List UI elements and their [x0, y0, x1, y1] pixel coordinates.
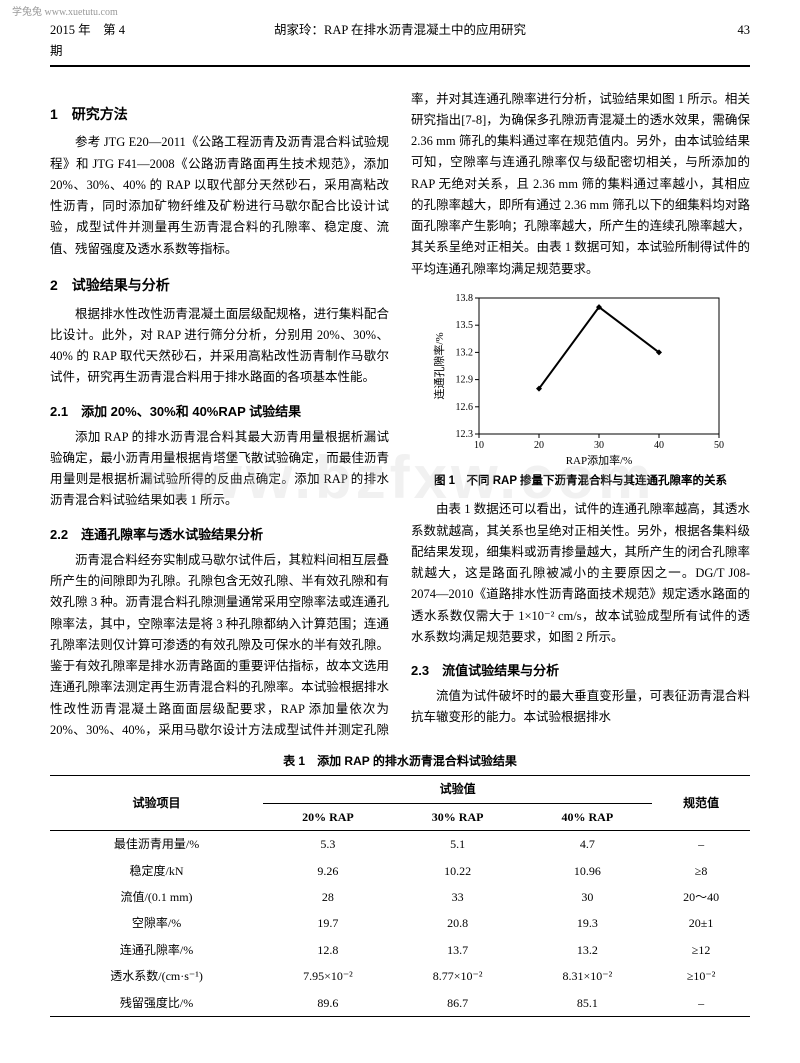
svg-text:13.8: 13.8	[455, 293, 473, 304]
table-row: 连通孔隙率/%12.813.713.2≥12	[50, 937, 750, 963]
section-2-3-para: 流值为试件破坏时的最大垂直变形量，可表征沥青混合料抗车辙变形的能力。本试验根据排…	[411, 686, 750, 729]
svg-text:30: 30	[594, 440, 604, 451]
table-row: 最佳沥青用量/%5.35.14.7–	[50, 831, 750, 858]
svg-text:10: 10	[474, 440, 484, 451]
table-col-40: 40% RAP	[522, 803, 652, 830]
section-1-para: 参考 JTG E20—2011《公路工程沥青及沥青混合料试验规程》和 JTG F…	[50, 132, 389, 260]
table-row: 残留强度比/%89.686.785.1–	[50, 990, 750, 1017]
section-2-1-para: 添加 RAP 的排水沥青混合料其最大沥青用量根据析漏试验确定，最小沥青用量根据肯…	[50, 427, 389, 512]
header-left: 2015 年 第 4 期	[50, 20, 130, 63]
watermark-top: 学兔兔 www.xuetutu.com	[12, 4, 118, 21]
table-col-values: 试验值	[263, 776, 652, 803]
table-col-30: 30% RAP	[393, 803, 523, 830]
table-row: 稳定度/kN9.2610.2210.96≥8	[50, 858, 750, 884]
svg-text:50: 50	[714, 440, 724, 451]
table-col-item: 试验项目	[50, 776, 263, 831]
header-center: 胡家玲：RAP 在排水沥青混凝土中的应用研究	[130, 20, 670, 63]
figure-1-caption: 图 1 不同 RAP 掺量下沥青混合料与其连通孔隙率的关系	[411, 472, 750, 492]
section-2-heading: 2 试验结果与分析	[50, 274, 389, 298]
svg-text:12.3: 12.3	[455, 429, 473, 440]
svg-text:连通孔隙率/%: 连通孔隙率/%	[432, 332, 446, 399]
svg-text:40: 40	[654, 440, 664, 451]
svg-text:12.9: 12.9	[455, 374, 473, 385]
table-col-20: 20% RAP	[263, 803, 393, 830]
figure-1: 10 20 30 40 50 12.3 12.6 12.9 13.2 13.5 13.8 RAP添加率…	[411, 288, 750, 492]
page-header: 2015 年 第 4 期 胡家玲：RAP 在排水沥青混凝土中的应用研究 43	[50, 20, 750, 67]
table-row: 空隙率/%19.720.819.320±1	[50, 910, 750, 936]
section-2-para: 根据排水性改性沥青混凝土面层级配规格，进行集料配合比设计。此外，对 RAP 进行…	[50, 304, 389, 389]
chart-svg: 10 20 30 40 50 12.3 12.6 12.9 13.2 13.5 13.8 RAP添加率…	[431, 288, 731, 468]
section-2-3-heading: 2.3 流值试验结果与分析	[411, 660, 750, 682]
table-row: 透水系数/(cm·s⁻¹)7.95×10⁻²8.77×10⁻²8.31×10⁻²…	[50, 963, 750, 989]
table-col-spec: 规范值	[652, 776, 750, 831]
svg-text:20: 20	[534, 440, 544, 451]
svg-text:13.2: 13.2	[455, 347, 473, 358]
table-1: 试验项目 试验值 规范值 20% RAP 30% RAP 40% RAP 最佳沥…	[50, 775, 750, 1017]
section-1-heading: 1 研究方法	[50, 103, 389, 127]
section-2-2-heading: 2.2 连通孔隙率与透水试验结果分析	[50, 524, 389, 546]
svg-text:13.5: 13.5	[455, 320, 473, 331]
header-right: 43	[670, 20, 750, 63]
table-1-title: 表 1 添加 RAP 的排水沥青混合料试验结果	[50, 751, 750, 771]
table-row: 流值/(0.1 mm)28333020～40	[50, 884, 750, 910]
section-2-1-heading: 2.1 添加 20%、30%和 40%RAP 试验结果	[50, 401, 389, 423]
section-2-2-para3: 由表 1 数据还可以看出，试件的连通孔隙率越高，其透水系数就越高，其关系也呈绝对…	[411, 499, 750, 648]
svg-text:12.6: 12.6	[455, 402, 473, 413]
svg-text:RAP添加率/%: RAP添加率/%	[565, 453, 632, 467]
